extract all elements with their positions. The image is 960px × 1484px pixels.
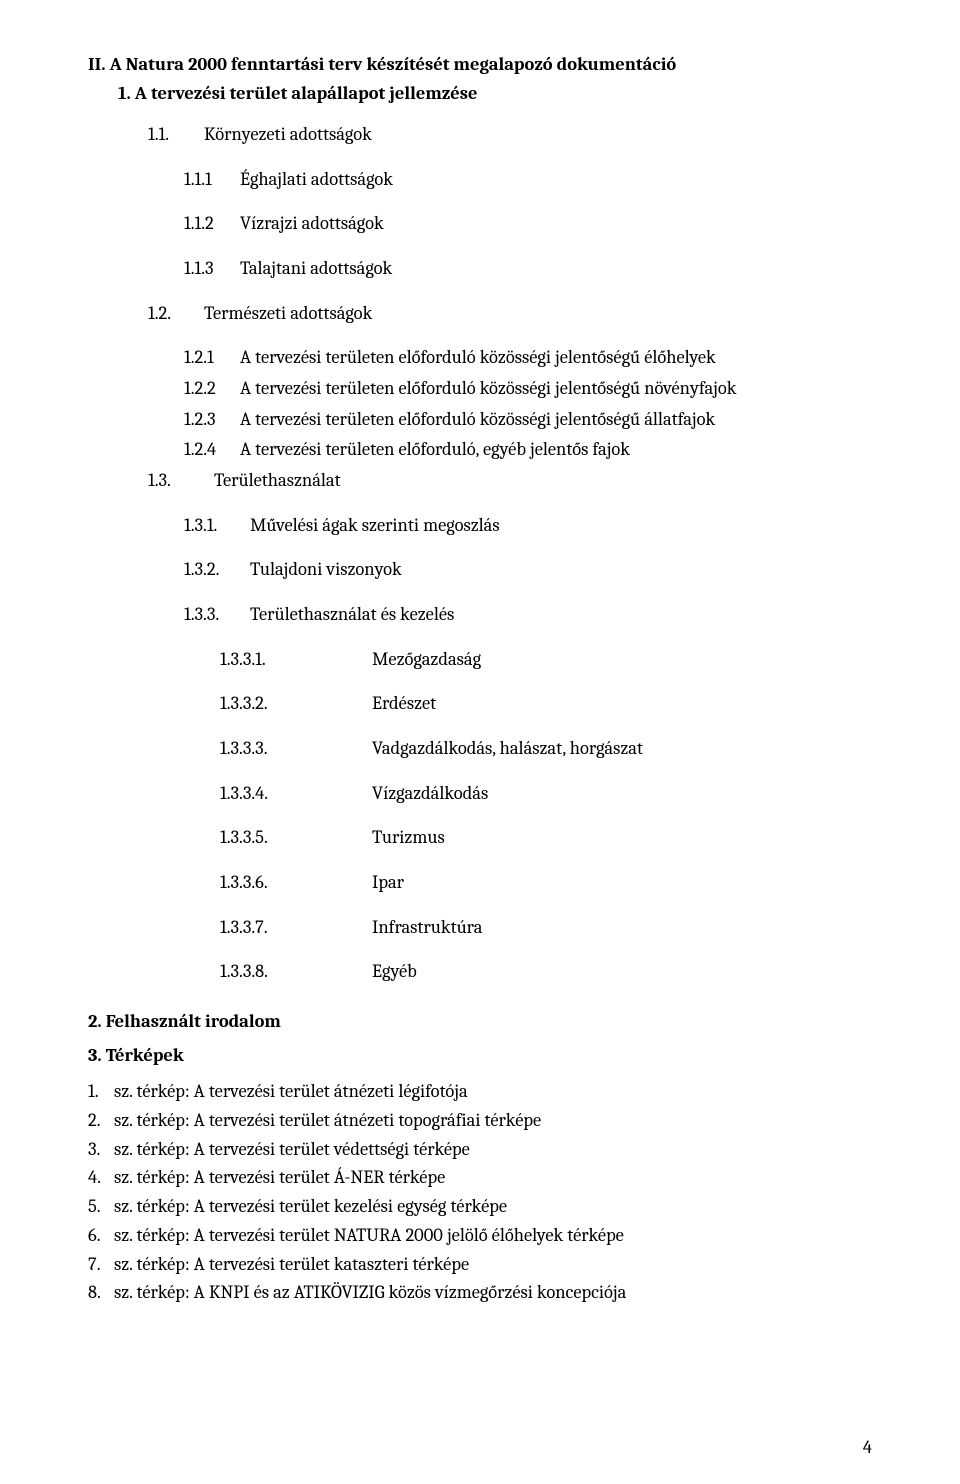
map-list-item-4: 4. sz. térkép: A tervezési terület Á-NER… (88, 1164, 872, 1192)
toc-text: Művelési ágak szerinti megoszlás (250, 511, 872, 540)
toc-item-1-2-4: 1.2.4 A tervezési területen előforduló, … (184, 435, 872, 464)
list-text: sz. térkép: A KNPI és az ATIKÖVIZIG közö… (114, 1279, 872, 1307)
heading-main-l2: 1. A tervezési terület alapállapot jelle… (118, 81, 872, 106)
toc-num: 1.1.3 (184, 254, 240, 283)
toc-item-1-3-1: 1.3.1. Művelési ágak szerinti megoszlás (184, 511, 872, 540)
list-num: 1. (88, 1078, 114, 1106)
list-text: sz. térkép: A tervezési terület átnézeti… (114, 1107, 872, 1135)
toc-item-1-2-1: 1.2.1 A tervezési területen előforduló k… (184, 343, 872, 372)
toc-item-1-1-1: 1.1.1 Éghajlati adottságok (184, 165, 872, 194)
toc-num: 1.2.1 (184, 343, 240, 372)
toc-item-1-3-3-8: 1.3.3.8. Egyéb (220, 957, 872, 986)
toc-item-1-2-3: 1.2.3 A tervezési területen előforduló k… (184, 405, 872, 434)
section-3-heading: 3. Térképek (88, 1044, 872, 1066)
list-text: sz. térkép: A tervezési terület Á-NER té… (114, 1164, 872, 1192)
toc-text: A tervezési területen előforduló közössé… (240, 405, 872, 434)
toc-item-1-1: 1.1. Környezeti adottságok (148, 120, 872, 149)
toc-num: 1.3.3.2. (220, 689, 372, 718)
toc-num: 1.3.1. (184, 511, 250, 540)
toc-num: 1.1. (148, 120, 204, 149)
map-list-item-5: 5. sz. térkép: A tervezési terület kezel… (88, 1193, 872, 1221)
toc-text: Ipar (372, 868, 872, 897)
toc-text: A tervezési területen előforduló közössé… (240, 343, 872, 372)
toc-item-1-3-3-6: 1.3.3.6. Ipar (220, 868, 872, 897)
toc-item-1-1-2: 1.1.2 Vízrajzi adottságok (184, 209, 872, 238)
list-num: 4. (88, 1164, 114, 1192)
map-list-item-2: 2. sz. térkép: A tervezési terület átnéz… (88, 1107, 872, 1135)
toc-item-1-3-3-5: 1.3.3.5. Turizmus (220, 823, 872, 852)
toc-num: 1.3.3. (184, 600, 250, 629)
toc-item-1-3-3-7: 1.3.3.7. Infrastruktúra (220, 913, 872, 942)
toc-item-1-1-3: 1.1.3 Talajtani adottságok (184, 254, 872, 283)
toc-text: Környezeti adottságok (204, 120, 872, 149)
toc-item-1-3-2: 1.3.2. Tulajdoni viszonyok (184, 555, 872, 584)
section-2-heading: 2. Felhasznált irodalom (88, 1010, 872, 1032)
list-text: sz. térkép: A tervezési terület átnézeti… (114, 1078, 872, 1106)
map-list-item-3: 3. sz. térkép: A tervezési terület védet… (88, 1136, 872, 1164)
toc-text: Egyéb (372, 957, 872, 986)
toc-num: 1.2.3 (184, 405, 240, 434)
toc-text: Vadgazdálkodás, halászat, horgászat (372, 734, 872, 763)
toc-num: 1.3.3.5. (220, 823, 372, 852)
list-num: 2. (88, 1107, 114, 1135)
toc-item-1-3-3-1: 1.3.3.1. Mezőgazdaság (220, 645, 872, 674)
toc-num: 1.1.1 (184, 165, 240, 194)
toc-num: 1.3.3.6. (220, 868, 372, 897)
toc-text: Turizmus (372, 823, 872, 852)
toc-text: Vízrajzi adottságok (240, 209, 872, 238)
toc-text: Talajtani adottságok (240, 254, 872, 283)
list-num: 5. (88, 1193, 114, 1221)
toc-num: 1.2.2 (184, 374, 240, 403)
heading-main-l1: II. A Natura 2000 fenntartási terv készí… (88, 52, 872, 77)
toc-item-1-2: 1.2. Természeti adottságok (148, 299, 872, 328)
toc-num: 1.3. (148, 466, 214, 495)
page-number: 4 (863, 1436, 872, 1458)
toc-num: 1.2. (148, 299, 204, 328)
toc-text: Vízgazdálkodás (372, 779, 872, 808)
list-text: sz. térkép: A tervezési terület kataszte… (114, 1251, 872, 1279)
toc-text: Éghajlati adottságok (240, 165, 872, 194)
map-list-item-8: 8. sz. térkép: A KNPI és az ATIKÖVIZIG k… (88, 1279, 872, 1307)
toc-text: Tulajdoni viszonyok (250, 555, 872, 584)
toc-num: 1.2.4 (184, 435, 240, 464)
toc-text: A tervezési területen előforduló közössé… (240, 374, 872, 403)
toc-item-1-3-3-3: 1.3.3.3. Vadgazdálkodás, halászat, horgá… (220, 734, 872, 763)
map-list-item-6: 6. sz. térkép: A tervezési terület NATUR… (88, 1222, 872, 1250)
list-num: 8. (88, 1279, 114, 1307)
toc-text: Erdészet (372, 689, 872, 718)
toc-num: 1.3.3.3. (220, 734, 372, 763)
list-text: sz. térkép: A tervezési terület védettsé… (114, 1136, 872, 1164)
toc-num: 1.3.3.1. (220, 645, 372, 674)
list-num: 6. (88, 1222, 114, 1250)
toc-text: Infrastruktúra (372, 913, 872, 942)
toc-text: A tervezési területen előforduló, egyéb … (240, 435, 872, 464)
toc-item-1-3-3-2: 1.3.3.2. Erdészet (220, 689, 872, 718)
toc-text: Természeti adottságok (204, 299, 872, 328)
document-page: II. A Natura 2000 fenntartási terv készí… (0, 0, 960, 1484)
toc-text: Területhasználat és kezelés (250, 600, 872, 629)
toc-text: Területhasználat (214, 466, 872, 495)
map-list-item-7: 7. sz. térkép: A tervezési terület katas… (88, 1251, 872, 1279)
toc-num: 1.3.3.7. (220, 913, 372, 942)
list-text: sz. térkép: A tervezési terület kezelési… (114, 1193, 872, 1221)
map-list-item-1: 1. sz. térkép: A tervezési terület átnéz… (88, 1078, 872, 1106)
toc-num: 1.3.3.4. (220, 779, 372, 808)
toc-text: Mezőgazdaság (372, 645, 872, 674)
list-num: 3. (88, 1136, 114, 1164)
toc-item-1-3-3: 1.3.3. Területhasználat és kezelés (184, 600, 872, 629)
list-num: 7. (88, 1251, 114, 1279)
toc-item-1-3: 1.3. Területhasználat (148, 466, 872, 495)
toc-num: 1.1.2 (184, 209, 240, 238)
toc-num: 1.3.2. (184, 555, 250, 584)
toc-item-1-2-2: 1.2.2 A tervezési területen előforduló k… (184, 374, 872, 403)
toc-item-1-3-3-4: 1.3.3.4. Vízgazdálkodás (220, 779, 872, 808)
list-text: sz. térkép: A tervezési terület NATURA 2… (114, 1222, 872, 1250)
toc-num: 1.3.3.8. (220, 957, 372, 986)
